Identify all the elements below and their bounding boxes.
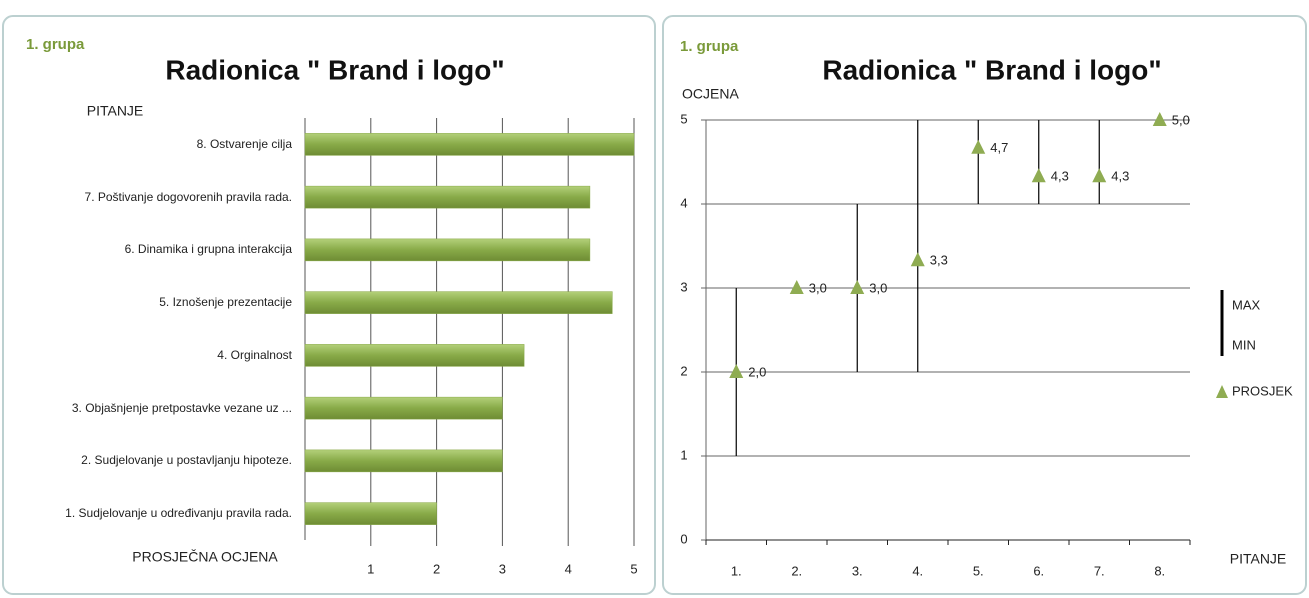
data-label: 4,3 [1111,169,1129,184]
x-tick-label: 1. [731,563,742,578]
bar [304,238,591,262]
x-axis-label: PITANJE [1230,551,1287,567]
y-tick-label: 6. Dinamika i grupna interakcija [124,242,292,257]
legend-label: MIN [1232,337,1256,352]
y-tick-label: 7. Poštivanje dogovorenih pravila rada. [84,189,292,204]
y-tick-label: 3 [680,279,687,294]
y-tick-label-box: 3. Objašnjenje pretpostavke vezane uz ..… [71,400,292,415]
x-tick-label: 3. [852,563,863,578]
y-tick-label: 1 [680,447,687,462]
average-marker [789,280,804,294]
chart-title: Radionica " Brand i logo" [822,54,1161,85]
data-label: 4,3 [1051,169,1069,184]
x-tick-label: 4. [912,563,923,578]
y-axis-label: PITANJE [87,103,144,119]
x-tick-label: 7. [1094,563,1105,578]
average-marker [910,252,925,267]
data-label: 3,0 [809,280,827,295]
x-tick-label: 3 [499,561,506,576]
data-label: 3,0 [869,280,887,295]
bar [304,344,525,367]
y-tick-label: 3. Objašnjenje pretpostavke vezane uz ..… [71,400,292,415]
legend-label: PROSJEK [1232,383,1293,398]
bar [304,185,591,209]
average-marker [1092,168,1107,183]
bar [304,396,503,420]
average-marker [850,280,865,294]
y-tick-label: 2. Sudjelovanje u postavljanju hipoteze. [81,453,292,468]
y-tick-label: 4 [680,195,687,210]
y-tick-label: 5 [680,111,687,126]
y-tick-label: 4. Orginalnost [217,347,292,362]
chart-title: Radionica " Brand i logo" [165,54,504,85]
y-tick-label-box: 2. Sudjelovanje u postavljanju hipoteze. [81,453,292,468]
data-label: 3,3 [930,253,948,268]
y-tick-label: 0 [680,531,687,546]
y-tick-label-box: 5. Iznošenje prezentacije [159,295,292,310]
x-tick-label: 8. [1154,563,1165,578]
chart-left: 1. grupa Radionica " Brand i logo" PITANJE… [26,36,638,576]
y-tick-label-box: 7. Poštivanje dogovorenih pravila rada. [84,189,292,204]
data-label: 2,0 [748,364,766,379]
x-tick-label: 5. [973,563,984,578]
x-tick-label: 6. [1033,563,1044,578]
y-tick-label-box: 4. Orginalnost [217,347,292,362]
x-tick-label: 2. [791,563,802,578]
x-tick-label: 5 [630,561,637,576]
legend-label: MAX [1232,297,1261,312]
y-tick-label-box: 1. Sudjelovanje u određivanju pravila ra… [65,506,292,521]
y-tick-label: 5. Iznošenje prezentacije [159,295,292,310]
annotation: 1. grupa [26,36,85,53]
data-label: 4,7 [990,140,1008,155]
y-tick-label: 1. Sudjelovanje u određivanju pravila ra… [65,506,292,521]
bar [304,291,613,314]
y-tick-label-box: 8. Ostvarenje cilja [196,136,292,151]
bar [304,133,635,156]
average-marker [971,139,986,154]
chart-right: 1. grupa Radionica " Brand i logo" OCJENA P… [680,38,1293,578]
average-marker [1031,168,1046,183]
data-label: 5,0 [1172,112,1190,127]
annotation: 1. grupa [680,38,739,55]
y-axis-label: OCJENA [682,86,739,102]
y-tick-label-box: 6. Dinamika i grupna interakcija [124,242,292,257]
y-tick-label: 8. Ostvarenje cilja [196,136,292,151]
y-tick-label: 2 [680,363,687,378]
x-tick-label: 2 [433,561,440,576]
average-marker [1152,112,1167,126]
bar [304,449,503,473]
panel-right [662,15,1307,595]
bar [304,502,437,525]
average-marker [729,364,744,378]
legend-swatch [1216,385,1228,398]
x-tick-label: 1 [367,561,374,576]
x-tick-label: 4 [565,561,572,576]
x-axis-label: PROSJEČNA OCJENA [132,549,278,565]
